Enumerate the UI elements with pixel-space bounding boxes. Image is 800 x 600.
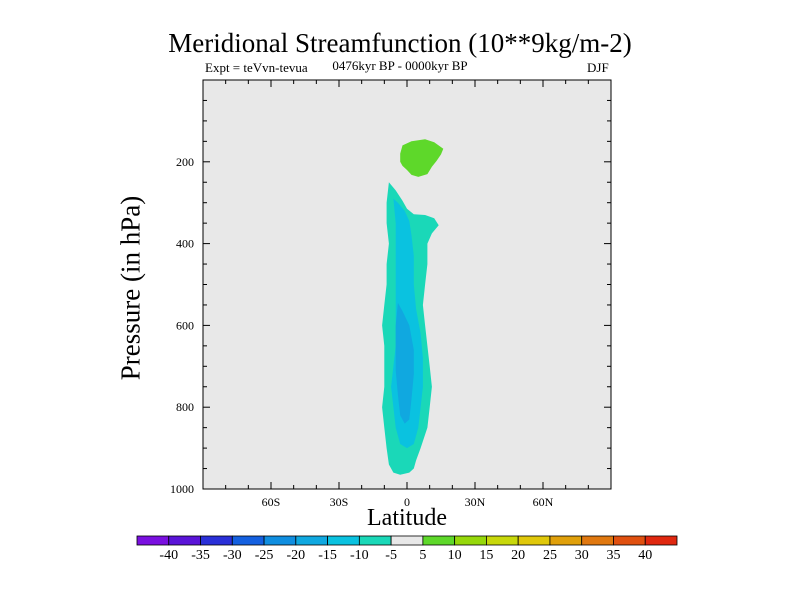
- y-tick-label: 400: [176, 237, 194, 251]
- colorbar-swatch: [422, 535, 456, 546]
- experiment-label: Expt = teVvn-tevua: [205, 60, 308, 75]
- colorbar-label: 30: [575, 548, 589, 563]
- colorbar-swatch: [517, 535, 551, 546]
- colorbar-label: -40: [159, 548, 178, 563]
- time-range-label: 0476kyr BP - 0000kyr BP: [332, 58, 468, 73]
- contour-region-positive-cell-upper: [400, 139, 444, 177]
- colorbar-label: -35: [191, 548, 210, 563]
- colorbar-label: 35: [606, 548, 620, 563]
- y-tick-label: 200: [176, 155, 194, 169]
- season-label: DJF: [587, 60, 609, 75]
- colorbar-swatch: [136, 535, 170, 546]
- colorbar-swatch: [454, 535, 487, 546]
- colorbar-label: 20: [511, 548, 525, 563]
- colorbar-label: 15: [479, 548, 493, 563]
- colorbar-label: -10: [350, 548, 369, 563]
- colorbar-label: 5: [419, 548, 426, 563]
- colorbar-swatch: [231, 535, 265, 546]
- colorbar-label: -30: [223, 548, 242, 563]
- x-tick-label: 60S: [262, 495, 281, 509]
- colorbar-swatch: [486, 535, 519, 546]
- colorbar-label: 25: [543, 548, 557, 563]
- colorbar-swatch: [549, 535, 583, 546]
- colorbar-swatch: [581, 535, 614, 546]
- colorbar-label: -20: [286, 548, 305, 563]
- colorbar-swatch: [390, 535, 424, 546]
- colorbar-label: 10: [448, 548, 462, 563]
- colorbar-swatch: [200, 535, 233, 546]
- x-tick-label: 30N: [465, 495, 486, 509]
- colorbar-swatch: [295, 535, 328, 546]
- x-tick-label: 0: [404, 495, 410, 509]
- colorbar-label: -15: [318, 548, 337, 563]
- y-tick-label: 600: [176, 318, 194, 332]
- x-tick-label: 60N: [533, 495, 554, 509]
- colorbar-swatch: [327, 535, 360, 546]
- y-tick-label: 800: [176, 400, 194, 414]
- colorbar-swatch: [263, 535, 297, 546]
- colorbar-swatch: [644, 535, 678, 546]
- colorbar-label: -5: [385, 548, 397, 563]
- chart-title: Meridional Streamfunction (10**9kg/m-2): [168, 28, 632, 58]
- colorbar-swatch: [613, 535, 646, 546]
- colorbar-label: 40: [638, 548, 652, 563]
- x-axis-label: Latitude: [367, 505, 447, 531]
- colorbar-label: -25: [255, 548, 274, 563]
- contour-region-negative-cell-core: [395, 302, 414, 424]
- y-tick-label: 1000: [170, 482, 194, 496]
- colorbar-swatch: [358, 535, 392, 546]
- x-tick-label: 30S: [330, 495, 349, 509]
- colorbar-swatch: [168, 535, 201, 546]
